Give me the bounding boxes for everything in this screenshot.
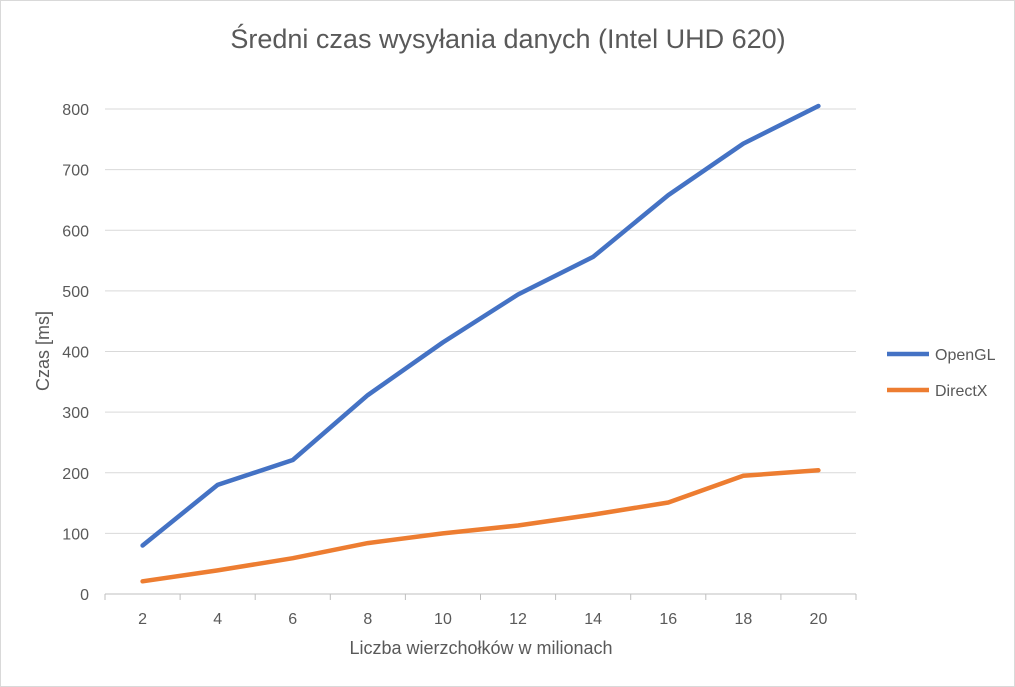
y-tick-label: 0 — [80, 587, 89, 604]
y-tick-label: 600 — [62, 223, 89, 240]
gridlines — [105, 108, 856, 534]
x-tick-label: 10 — [434, 611, 452, 628]
y-tick-label: 200 — [62, 466, 89, 483]
y-tick-label: 700 — [62, 163, 89, 180]
y-axis-title: Czas [ms] — [33, 311, 53, 391]
series-line-directx — [140, 468, 821, 584]
x-axis: 2 4 6 8 10 12 14 16 18 20 — [104, 593, 857, 628]
y-tick-label: 300 — [62, 405, 89, 422]
x-tick-label: 4 — [213, 611, 222, 628]
y-tick-label: 800 — [62, 102, 89, 119]
y-tick-label: 100 — [62, 526, 89, 543]
chart-title: Średni czas wysyłania danych (Intel UHD … — [230, 22, 785, 54]
legend: OpenGL DirectX — [887, 347, 996, 400]
x-tick-label: 14 — [584, 611, 602, 628]
x-tick-label: 18 — [734, 611, 752, 628]
y-axis-ticks: 0 100 200 300 400 500 600 700 800 — [62, 102, 89, 604]
x-tick-label: 16 — [659, 611, 677, 628]
x-axis-title: Liczba wierzchołków w milionach — [349, 638, 612, 658]
y-tick-label: 500 — [62, 284, 89, 301]
legend-label-opengl: OpenGL — [935, 347, 996, 364]
series-lines — [140, 103, 821, 584]
x-tick-label: 8 — [363, 611, 372, 628]
legend-label-directx: DirectX — [935, 383, 988, 400]
series-line-opengl — [140, 103, 821, 548]
x-tick-label: 6 — [288, 611, 297, 628]
x-tick-label: 2 — [138, 611, 147, 628]
x-tick-label: 12 — [509, 611, 527, 628]
y-tick-label: 400 — [62, 345, 89, 362]
x-tick-label: 20 — [810, 611, 828, 628]
